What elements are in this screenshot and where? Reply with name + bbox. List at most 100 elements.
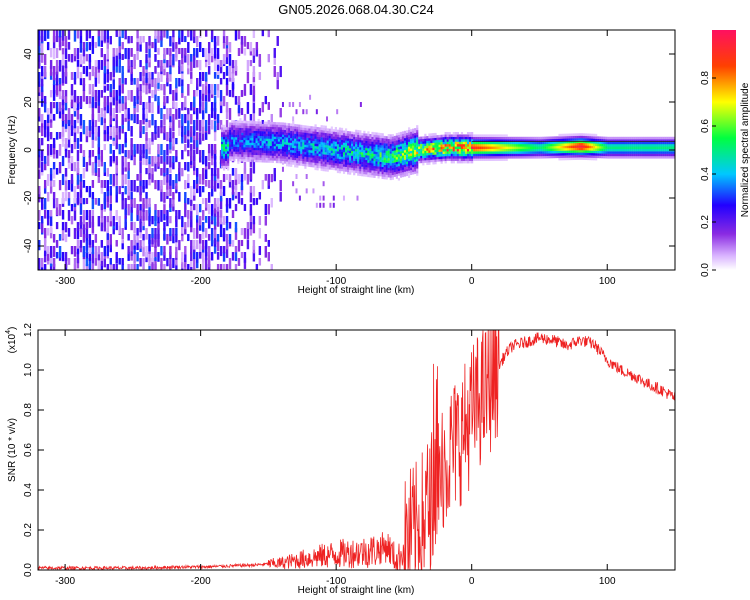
heatmap-cell: [342, 156, 346, 160]
heatmap-cell: [432, 149, 435, 153]
heatmap-cell: [414, 128, 417, 131]
heatmap-cell: [40, 96, 44, 107]
heatmap-cell: [336, 148, 340, 152]
heatmap-cell: [336, 132, 340, 135]
heatmap-cell: [38, 72, 41, 82]
heatmap-cell: [332, 143, 335, 147]
heatmap-cell: [38, 90, 41, 97]
heatmap-cell: [342, 152, 346, 155]
heatmap-cell: [257, 133, 260, 136]
heatmap-cell: [243, 144, 246, 148]
heatmap-cell: [584, 157, 588, 161]
heatmap-cell: [245, 120, 248, 124]
heatmap-cell: [298, 195, 301, 201]
heatmap-cell: [204, 60, 208, 68]
heatmap-cell: [40, 78, 44, 87]
heatmap-cell: [269, 150, 272, 154]
heatmap-cell: [281, 141, 285, 145]
y-tick-label: 40: [23, 48, 34, 60]
heatmap-cell: [94, 42, 98, 49]
heatmap-cell: [279, 160, 283, 164]
heatmap-cell: [590, 148, 594, 151]
heatmap-cell: [204, 228, 208, 238]
heatmap-cell: [401, 133, 405, 137]
heatmap-cell: [371, 146, 374, 149]
heatmap-cell: [237, 151, 240, 155]
heatmap-cell: [249, 120, 252, 124]
x-tick-label: -200: [191, 276, 211, 287]
heatmap-cell: [190, 144, 193, 151]
heatmap-cell: [452, 156, 455, 159]
heatmap-cell: [609, 146, 612, 149]
heatmap-cell: [527, 148, 531, 152]
heatmap-cell: [181, 54, 184, 65]
heatmap-cell: [157, 30, 160, 41]
heatmap-cell: [355, 160, 358, 164]
heatmap-cell: [645, 146, 649, 149]
heatmap-cell: [529, 139, 533, 142]
heatmap-cell: [597, 150, 600, 154]
heatmap-cell: [361, 149, 364, 153]
x-tick-label: 100: [599, 576, 616, 587]
heatmap-cell: [619, 148, 622, 152]
heatmap-cell: [414, 152, 417, 155]
heatmap-cell: [351, 162, 354, 166]
heatmap-cell: [225, 234, 229, 241]
heatmap-cell: [397, 146, 401, 150]
heatmap-cell: [216, 234, 220, 242]
heatmap-cell: [130, 78, 133, 85]
heatmap-cell: [446, 156, 449, 159]
heatmap-cell: [672, 144, 675, 147]
heatmap-cell: [597, 138, 600, 142]
heatmap-cell: [91, 216, 95, 228]
heatmap-cell: [387, 174, 390, 178]
heatmap-cell: [344, 140, 348, 143]
heatmap-cell: [160, 60, 163, 72]
heatmap-cell: [355, 163, 358, 166]
heatmap-cell: [318, 134, 321, 138]
heatmap-cell: [292, 159, 295, 163]
heatmap-cell: [253, 145, 256, 148]
heatmap-cell: [399, 175, 403, 178]
heatmap-cell: [190, 252, 193, 262]
heatmap-cell: [294, 126, 297, 130]
heatmap-cell: [306, 159, 309, 162]
heatmap-cell: [344, 161, 348, 165]
heatmap-cell: [181, 72, 184, 80]
heatmap-cell: [251, 128, 254, 131]
heatmap-cell: [46, 252, 50, 261]
heatmap-cell: [106, 36, 109, 43]
heatmap-cell: [576, 135, 579, 139]
heatmap-cell: [201, 252, 205, 263]
heatmap-cell: [320, 134, 323, 138]
heatmap-cell: [227, 153, 230, 157]
heatmap-cell: [458, 153, 462, 157]
heatmap-cell: [338, 146, 342, 150]
heatmap-cell: [580, 135, 584, 139]
heatmap-cell: [342, 140, 346, 143]
heatmap-cell: [367, 172, 370, 175]
heatmap-cell: [412, 159, 415, 163]
heatmap-cell: [227, 165, 230, 169]
heatmap-cell: [247, 140, 250, 143]
heatmap-cell: [326, 169, 329, 172]
heatmap-cell: [288, 164, 291, 167]
heatmap-cell: [49, 60, 53, 69]
heatmap-cell: [401, 143, 405, 146]
heatmap-cell: [580, 142, 584, 146]
heatmap-cell: [377, 171, 380, 174]
heatmap-cell: [241, 135, 244, 138]
heatmap-cell: [225, 102, 229, 113]
heatmap-cell: [320, 146, 323, 150]
heatmap-cell: [566, 138, 569, 141]
heatmap-cell: [259, 152, 262, 156]
heatmap-cell: [190, 198, 193, 206]
heatmap-cell: [279, 122, 283, 125]
heatmap-cell: [220, 153, 224, 157]
heatmap-cell: [495, 158, 498, 161]
heatmap-cell: [130, 198, 133, 208]
heatmap-cell: [300, 160, 303, 164]
heatmap-cell: [112, 96, 115, 106]
heatmap-cell: [169, 156, 172, 168]
heatmap-cell: [207, 144, 211, 154]
